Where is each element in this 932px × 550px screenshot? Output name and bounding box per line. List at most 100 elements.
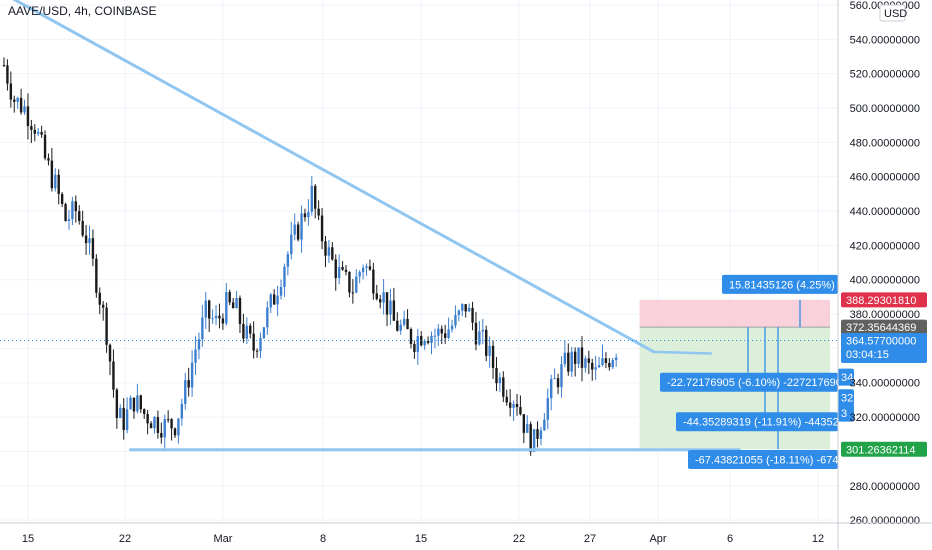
candle-body (166, 419, 170, 421)
measure-label-box[interactable] (676, 412, 838, 432)
candle-body (358, 272, 361, 277)
candle-body (584, 358, 587, 368)
y-tick-label: 440.00000000 (850, 206, 920, 218)
candle-body (184, 380, 187, 404)
candle-body (160, 432, 163, 438)
candle-body (334, 259, 337, 279)
price-labels: 388.29301810 372.35644369 364.5770000003:0… (0, 292, 927, 457)
candle-body (512, 403, 515, 408)
candle-body (64, 203, 67, 221)
candle-body (187, 380, 190, 388)
candle-body (420, 336, 423, 346)
measure-label: -22.72176905 (-6.10%) -2272176905 (667, 377, 848, 389)
x-tick-label: Mar (214, 533, 233, 545)
candle-body (91, 238, 95, 259)
candle-body (430, 335, 433, 344)
candle-body (122, 407, 125, 431)
price-label-box (841, 319, 927, 335)
countdown-label: 03:04:15 (846, 349, 889, 361)
price-label-box (841, 441, 927, 457)
candle-body (457, 310, 461, 315)
candle-body (50, 160, 54, 189)
y-tick-label: 500.00000000 (850, 103, 920, 115)
candle-body (327, 247, 331, 256)
y-tick-label: 480.00000000 (850, 137, 920, 149)
candle-body (361, 267, 365, 273)
candle-body (573, 351, 577, 364)
candle-body (33, 129, 36, 134)
candle-body (78, 211, 81, 221)
candle-body (143, 409, 146, 414)
candle-body (536, 429, 539, 439)
y-tick-label: 280.00000000 (850, 481, 920, 493)
candle-body (604, 358, 608, 363)
candle-body (269, 294, 272, 308)
candle-body (242, 323, 245, 339)
candle-body (201, 317, 204, 340)
measure-label-box[interactable] (660, 372, 838, 392)
candle-body (341, 267, 344, 270)
candle-body (238, 298, 242, 324)
candle-body (88, 238, 91, 244)
candle-body (16, 97, 19, 102)
price-label-box (841, 292, 927, 308)
candle-body (447, 329, 450, 338)
candle-body (314, 185, 317, 209)
candle-body (461, 304, 464, 311)
candle-body (437, 328, 440, 336)
candle-body (375, 293, 378, 300)
candle-body (43, 134, 47, 159)
time-axis[interactable]: 15 22 Mar 8 15 22 27 Apr 6 12 (0, 522, 932, 545)
candle-body (74, 201, 78, 212)
y-tick-label: 340.00000000 (850, 378, 920, 390)
candle-body (225, 292, 228, 324)
candle-body (426, 341, 430, 344)
candle-body (296, 224, 300, 240)
candle-body (423, 341, 426, 346)
candle-body (262, 327, 266, 339)
candle-body (19, 97, 23, 113)
candle-body (252, 333, 255, 351)
candle-body (550, 378, 553, 399)
measure-label-box[interactable] (722, 274, 838, 294)
measure-label-box[interactable] (688, 450, 838, 470)
candle-body (597, 365, 601, 368)
descending-resistance-line[interactable] (0, 0, 656, 354)
candle-body (546, 398, 549, 420)
measure-label: -67.43821055 (-18.11%) -674382105 (695, 455, 875, 467)
candle-body (382, 292, 385, 303)
candle-body (47, 158, 50, 161)
chart-grid (0, 0, 838, 522)
measure-tool[interactable]: 15.81435126 (4.25%) 1581435 -22.72176905 … (660, 274, 881, 470)
candle-body (433, 335, 437, 337)
y-tick-label: 520.00000000 (850, 69, 920, 81)
candle-body (348, 271, 351, 293)
candle-body (303, 213, 307, 218)
projection-line[interactable] (653, 350, 712, 355)
candle-body (40, 131, 43, 135)
candle-body (71, 201, 74, 220)
candle-body (170, 419, 173, 429)
candle-body (392, 300, 396, 321)
candle-body (197, 339, 201, 350)
candle-body (614, 357, 618, 361)
candle-body (570, 351, 573, 372)
candle-body (290, 234, 293, 255)
price-label: 364.57700000 (846, 336, 916, 348)
candle-body (402, 318, 406, 325)
candle-body (105, 307, 108, 345)
candle-body (385, 292, 389, 315)
trendlines[interactable] (0, 0, 741, 452)
price-axis[interactable]: 260.00000000280.00000000300.00000000320.… (837, 0, 920, 550)
candle-body (307, 211, 310, 218)
x-tick-label: 12 (812, 533, 824, 545)
candle-body (153, 417, 156, 429)
candle-body (539, 430, 543, 439)
candle-body (454, 314, 457, 326)
candle-body (519, 407, 522, 415)
candle-body (163, 419, 166, 438)
currency-badge[interactable] (879, 4, 906, 22)
candle-body (23, 106, 26, 113)
candle-body (13, 99, 16, 102)
